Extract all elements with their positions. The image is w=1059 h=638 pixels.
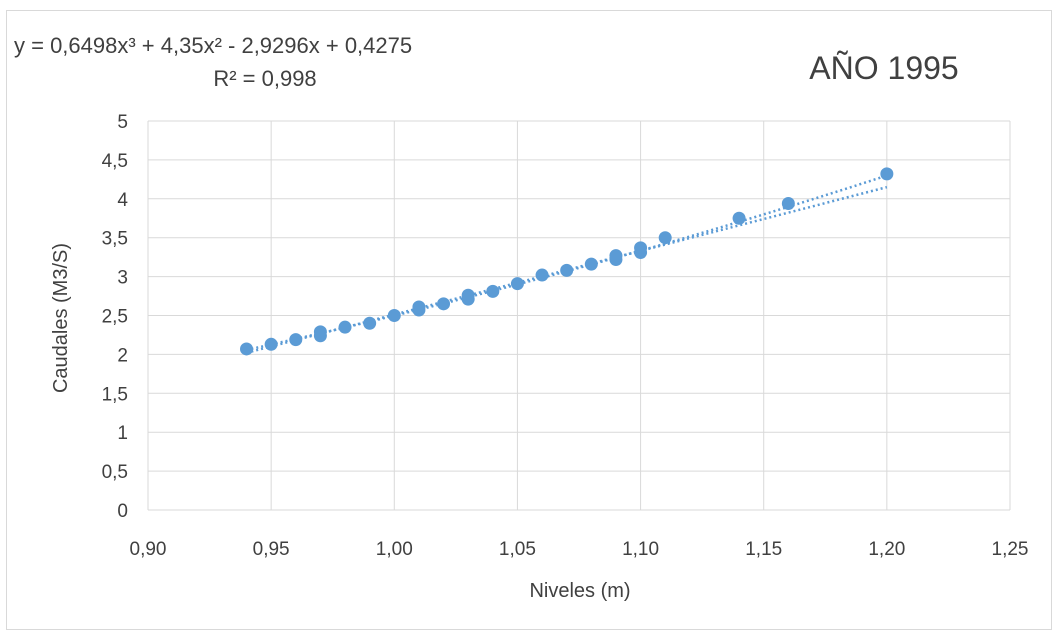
y-tick-label: 4 [117, 190, 128, 211]
data-point [486, 285, 499, 298]
y-tick-label: 3,5 [102, 229, 128, 250]
data-point [289, 333, 302, 346]
data-point [609, 249, 622, 262]
x-tick-label: 0,95 [253, 539, 290, 560]
y-tick-label: 4,5 [102, 151, 128, 172]
data-point [536, 269, 549, 282]
x-tick-labels: 0,90 0,95 1,00 1,05 1,10 1,15 1,20 1,25 [130, 539, 1029, 560]
data-point [388, 309, 401, 322]
y-tick-label: 1,5 [102, 384, 128, 405]
y-tick-label: 3 [117, 268, 128, 289]
x-tick-label: 1,25 [992, 539, 1029, 560]
x-tick-label: 1,20 [868, 539, 905, 560]
data-point [880, 167, 893, 180]
y-tick-labels: 0 0,5 1 1,5 2 2,5 3 3,5 4 4,5 5 [102, 112, 129, 522]
data-point [511, 277, 524, 290]
x-tick-label: 1,05 [499, 539, 536, 560]
data-point [733, 212, 746, 225]
data-point [462, 289, 475, 302]
data-points [240, 167, 893, 355]
data-point [265, 338, 278, 351]
x-tick-label: 0,90 [130, 539, 167, 560]
data-point [339, 321, 352, 334]
y-tick-label: 0 [117, 501, 128, 522]
x-tick-label: 1,00 [376, 539, 413, 560]
data-point [659, 231, 672, 244]
data-point [560, 264, 573, 277]
data-point [437, 297, 450, 310]
data-point [782, 197, 795, 210]
data-point [634, 241, 647, 254]
data-point [585, 258, 598, 271]
y-tick-label: 5 [117, 112, 128, 133]
data-point [240, 342, 253, 355]
trendline-r-squared: R² = 0,998 [213, 66, 316, 91]
x-tick-label: 1,10 [622, 539, 659, 560]
y-tick-label: 2,5 [102, 307, 128, 328]
y-tick-label: 1 [117, 423, 128, 444]
x-tick-label: 1,15 [745, 539, 782, 560]
chart-title: AÑO 1995 [809, 50, 958, 86]
x-axis-title: Niveles (m) [529, 580, 630, 602]
gridlines [148, 121, 1010, 510]
y-axis-title: Caudales (M3/S) [50, 243, 72, 393]
trendline-equation: y = 0,6498x³ + 4,35x² - 2,9296x + 0,4275 [14, 33, 412, 58]
data-point [363, 317, 376, 330]
y-tick-label: 2 [117, 345, 128, 366]
y-tick-label: 0,5 [102, 462, 128, 483]
data-point [314, 325, 327, 338]
data-point [412, 300, 425, 313]
